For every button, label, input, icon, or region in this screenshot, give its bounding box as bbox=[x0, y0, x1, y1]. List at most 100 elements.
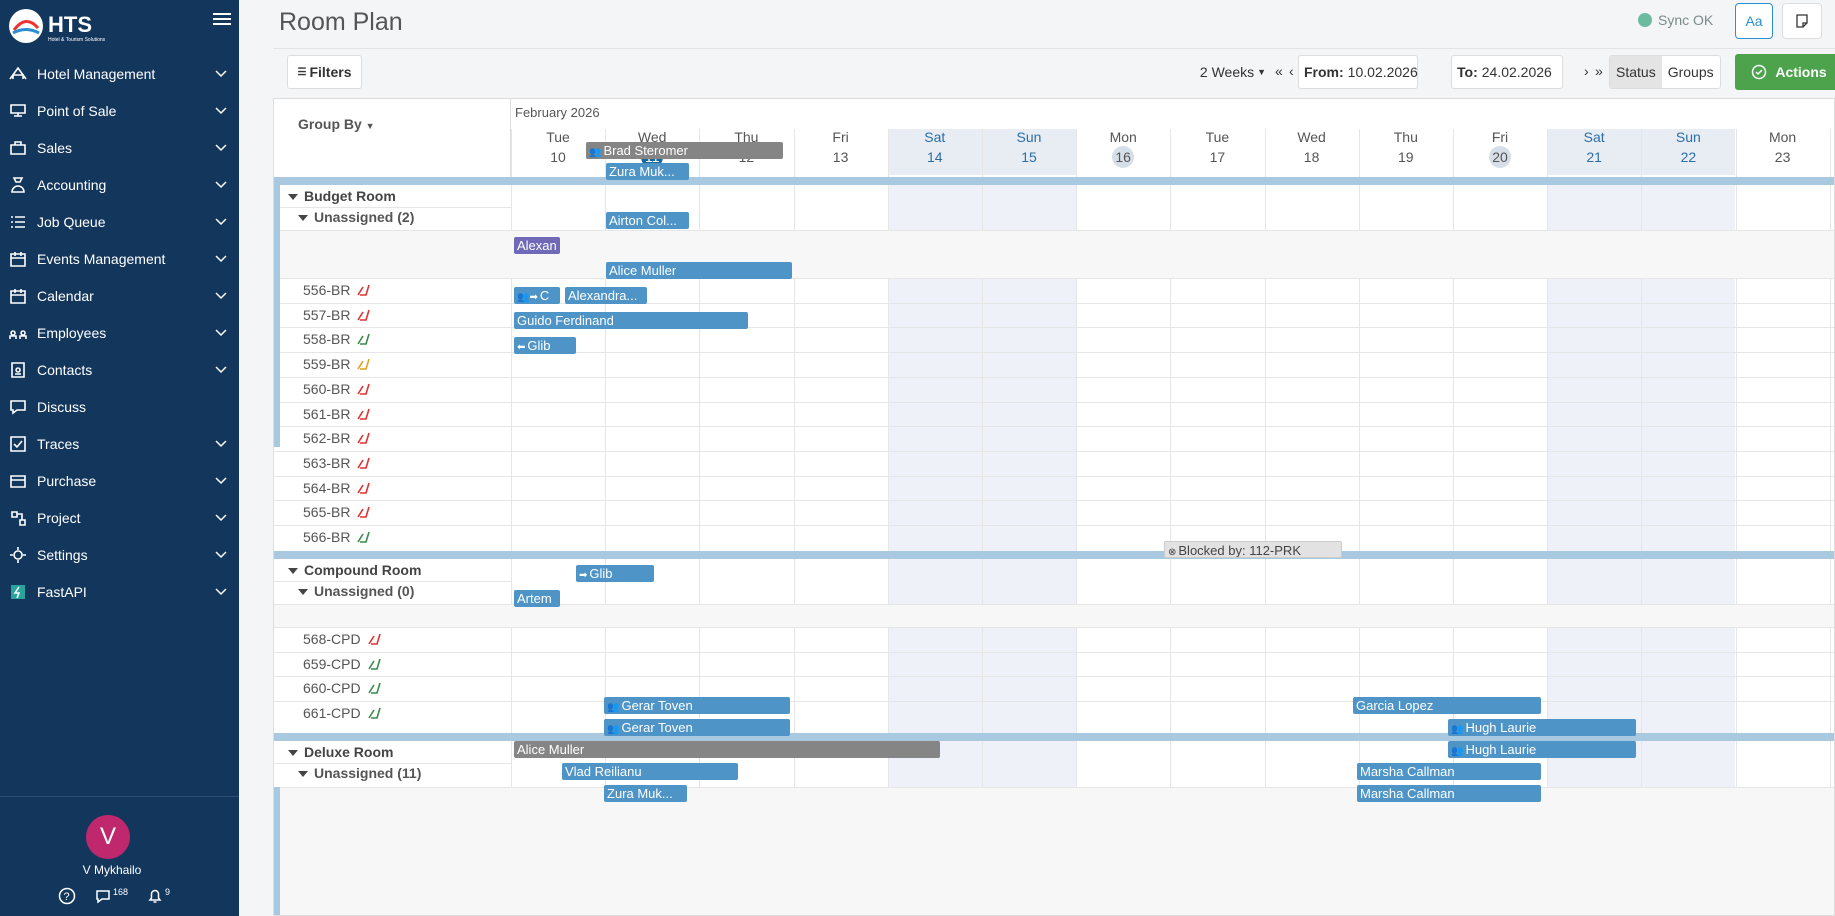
booking-bar[interactable]: 👥➡ C bbox=[514, 287, 560, 304]
sidebar-item-contacts[interactable]: Contacts bbox=[0, 351, 239, 388]
sidebar-item-project[interactable]: Project bbox=[0, 499, 239, 536]
sidebar-item-calendar[interactable]: Calendar bbox=[0, 277, 239, 314]
sidebar-item-point-of-sale[interactable]: Point of Sale bbox=[0, 92, 239, 129]
bell-icon[interactable]: 9 bbox=[146, 887, 170, 905]
room-label[interactable]: 564-BR bbox=[303, 480, 371, 496]
chevron-down-icon[interactable] bbox=[215, 252, 227, 264]
chevron-down-icon[interactable] bbox=[215, 67, 227, 79]
from-date-field[interactable]: From: 10.02.2026 bbox=[1298, 55, 1418, 89]
group-by-dropdown[interactable]: Group By ▼ bbox=[298, 116, 375, 132]
room-label[interactable]: 558-BR bbox=[303, 331, 371, 347]
sidebar-item-employees[interactable]: Employees bbox=[0, 314, 239, 351]
sidebar-item-events-management[interactable]: Events Management bbox=[0, 240, 239, 277]
chevron-down-icon[interactable] bbox=[215, 437, 227, 449]
chevron-down-icon[interactable] bbox=[215, 289, 227, 301]
booking-bar[interactable]: 👥 Gerar Toven bbox=[604, 697, 790, 714]
room-label[interactable]: 659-CPD bbox=[303, 656, 381, 672]
collapse-icon[interactable] bbox=[298, 589, 308, 596]
booking-bar[interactable]: Marsha Callman bbox=[1357, 785, 1541, 802]
chevron-down-icon[interactable] bbox=[215, 585, 227, 597]
notes-button[interactable] bbox=[1782, 3, 1822, 39]
booking-bar[interactable]: Alice Muller bbox=[606, 262, 792, 279]
booking-bar[interactable]: 👥 Hugh Laurie bbox=[1448, 719, 1636, 736]
booking-bar[interactable]: ➡ Glib bbox=[576, 565, 654, 582]
booking-bar[interactable]: ⊗ Blocked by: 112-PRK bbox=[1164, 541, 1342, 558]
room-label[interactable]: 559-BR bbox=[303, 356, 371, 372]
prev-day-icon[interactable]: ‹ bbox=[1289, 63, 1294, 79]
chevron-down-icon[interactable] bbox=[215, 474, 227, 486]
room-label[interactable]: 557-BR bbox=[303, 307, 371, 323]
chevron-down-icon[interactable] bbox=[215, 141, 227, 153]
unassigned-header[interactable]: Unassigned (11) bbox=[298, 765, 421, 781]
room-type-header[interactable]: Budget Room bbox=[288, 188, 396, 204]
menu-toggle-icon[interactable] bbox=[213, 10, 231, 26]
sidebar-item-traces[interactable]: Traces bbox=[0, 425, 239, 462]
booking-bar[interactable]: 👥 Gerar Toven bbox=[604, 719, 790, 736]
booking-bar[interactable]: Airton Col... bbox=[606, 212, 689, 229]
actions-button[interactable]: Actions bbox=[1735, 54, 1835, 90]
prev-period-icon[interactable]: « bbox=[1275, 63, 1283, 79]
booking-bar[interactable]: Zura Muk... bbox=[606, 163, 689, 180]
chevron-down-icon[interactable] bbox=[215, 178, 227, 190]
booking-bar[interactable]: Guido Ferdinand bbox=[514, 312, 748, 329]
sidebar-item-accounting[interactable]: Accounting bbox=[0, 166, 239, 203]
room-label[interactable]: 561-BR bbox=[303, 406, 371, 422]
booking-bar[interactable]: 👥 Hugh Laurie bbox=[1448, 741, 1636, 758]
messages-icon[interactable]: 168 bbox=[94, 887, 128, 905]
chevron-down-icon[interactable] bbox=[215, 363, 227, 375]
sidebar-item-fastapi[interactable]: FastAPI bbox=[0, 573, 239, 610]
collapse-icon[interactable] bbox=[298, 215, 308, 222]
room-type-header[interactable]: Deluxe Room bbox=[288, 744, 393, 760]
next-day-icon[interactable]: › bbox=[1584, 63, 1589, 79]
collapse-icon[interactable] bbox=[288, 750, 298, 757]
booking-bar[interactable]: ⬅ Glib bbox=[514, 337, 576, 354]
chevron-down-icon[interactable] bbox=[215, 215, 227, 227]
booking-bar[interactable]: Alice Muller bbox=[514, 741, 940, 758]
hts-logo[interactable]: HTS Hotel & Tourism Solutions bbox=[8, 6, 108, 46]
sidebar-item-job-queue[interactable]: Job Queue bbox=[0, 203, 239, 240]
sidebar-item-settings[interactable]: Settings bbox=[0, 536, 239, 573]
sidebar-item-discuss[interactable]: Discuss bbox=[0, 388, 239, 425]
collapse-icon[interactable] bbox=[288, 568, 298, 575]
booking-bar[interactable]: Vlad Reilianu bbox=[562, 763, 738, 780]
to-date-field[interactable]: To: 24.02.2026 bbox=[1451, 55, 1563, 89]
chevron-down-icon[interactable] bbox=[215, 511, 227, 523]
booking-bar[interactable]: Garcia Lopez bbox=[1353, 697, 1541, 714]
chevron-down-icon[interactable] bbox=[215, 104, 227, 116]
chevron-down-icon[interactable] bbox=[215, 548, 227, 560]
room-label[interactable]: 563-BR bbox=[303, 455, 371, 471]
room-label[interactable]: 562-BR bbox=[303, 430, 371, 446]
room-label[interactable]: 660-CPD bbox=[303, 680, 381, 696]
unassigned-header[interactable]: Unassigned (2) bbox=[298, 209, 414, 225]
avatar[interactable]: V bbox=[86, 815, 130, 859]
room-label[interactable]: 661-CPD bbox=[303, 705, 381, 721]
booking-bar[interactable]: Marsha Callman bbox=[1357, 763, 1541, 780]
booking-bar[interactable]: Alexandra... bbox=[565, 287, 647, 304]
booking-bar[interactable]: Artem bbox=[514, 590, 560, 607]
sidebar-item-sales[interactable]: Sales bbox=[0, 129, 239, 166]
font-size-button[interactable]: Aa bbox=[1735, 3, 1773, 39]
help-icon[interactable]: ? bbox=[58, 887, 76, 905]
room-label[interactable]: 560-BR bbox=[303, 381, 371, 397]
range-dropdown[interactable]: 2 Weeks ▼ bbox=[1193, 55, 1273, 89]
booking-bar[interactable]: 👥 Brad Steromer bbox=[586, 142, 783, 159]
booking-bar[interactable]: Zura Muk... bbox=[604, 785, 687, 802]
room-label[interactable]: 568-CPD bbox=[303, 631, 381, 647]
filters-button[interactable]: ☰ Filters bbox=[287, 55, 362, 89]
room-label[interactable]: 565-BR bbox=[303, 504, 371, 520]
status-toggle[interactable]: Status bbox=[1610, 56, 1662, 88]
booking-bar[interactable]: Alexan bbox=[514, 237, 560, 254]
group-stripe bbox=[274, 185, 280, 447]
unassigned-header[interactable]: Unassigned (0) bbox=[298, 583, 414, 599]
groups-toggle[interactable]: Groups bbox=[1667, 64, 1714, 80]
chevron-down-icon[interactable] bbox=[215, 326, 227, 338]
room-label[interactable]: 556-BR bbox=[303, 282, 371, 298]
room-label[interactable]: 566-BR bbox=[303, 529, 371, 545]
sidebar-item-purchase[interactable]: Purchase bbox=[0, 462, 239, 499]
room-type-header[interactable]: Compound Room bbox=[288, 562, 421, 578]
next-period-icon[interactable]: » bbox=[1595, 63, 1603, 79]
collapse-icon[interactable] bbox=[288, 194, 298, 201]
housekeeping-red-icon bbox=[357, 432, 371, 444]
collapse-icon[interactable] bbox=[298, 771, 308, 778]
sidebar-item-hotel-management[interactable]: Hotel Management bbox=[0, 55, 239, 92]
